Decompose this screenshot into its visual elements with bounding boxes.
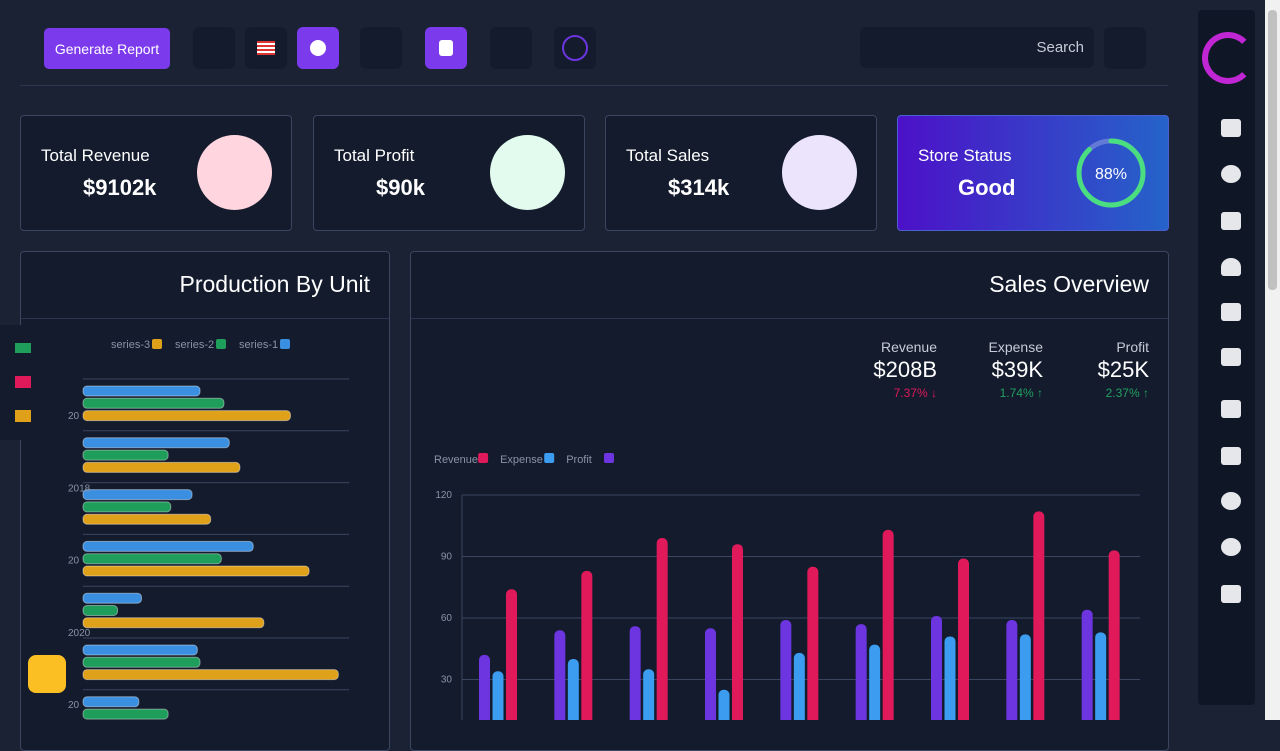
- kpi-change: 1.74% ↑: [999, 386, 1043, 400]
- kpi-value: $208B: [873, 357, 937, 382]
- header-divider: [20, 85, 1168, 86]
- kpi-value: $39K: [991, 357, 1043, 382]
- kpi-label: Profit: [1116, 339, 1149, 355]
- card-title: Total Sales: [626, 146, 710, 165]
- sales-card: Total Sales $314k: [605, 115, 877, 231]
- panel-title: Sales Overview: [989, 271, 1149, 297]
- panel-title: Production By Unit: [179, 271, 370, 297]
- sidebar-icon[interactable]: [1221, 538, 1241, 556]
- logo: [1202, 32, 1254, 84]
- profit-card: Total Profit $90k: [313, 115, 585, 231]
- kpi-value: $25K: [1097, 357, 1149, 382]
- kpi-change-text: 7.37%: [893, 386, 928, 400]
- card-icon: [197, 135, 272, 210]
- kpi-change: 7.37% ↓: [893, 386, 937, 400]
- sidebar-icon[interactable]: [1221, 447, 1241, 465]
- kpi-label: Expense: [988, 339, 1043, 355]
- card-title: Total Revenue: [41, 146, 150, 165]
- sales-panel: Sales Overview: [410, 251, 1169, 751]
- generate-report-button[interactable]: Generate Report: [44, 28, 170, 69]
- card-icon: [490, 135, 565, 210]
- revenue-card: Total Revenue $9102k: [20, 115, 292, 231]
- menu-icon[interactable]: [1104, 27, 1146, 69]
- chat-icon[interactable]: [297, 27, 339, 69]
- float-icon[interactable]: [15, 343, 31, 353]
- sidebar-icon[interactable]: [1221, 585, 1241, 603]
- kpi: Revenue $208B 7.37% ↓: [847, 339, 937, 400]
- kpi: Expense $39K 1.74% ↑: [953, 339, 1043, 400]
- search-box[interactable]: Search: [860, 27, 1094, 68]
- apps-icon[interactable]: [490, 27, 532, 69]
- sidebar-icon[interactable]: [1221, 400, 1241, 418]
- float-icon[interactable]: [15, 410, 31, 422]
- store-status-card: Store Status Good: [897, 115, 1169, 231]
- sidebar-icon[interactable]: [1221, 165, 1241, 183]
- language-icon[interactable]: [245, 27, 287, 69]
- float-icon[interactable]: [15, 376, 31, 388]
- card-title: Store Status: [918, 146, 1012, 165]
- production-panel: Production By Unit: [20, 251, 390, 751]
- sidebar-icon[interactable]: [1221, 212, 1241, 230]
- sidebar-icon[interactable]: [1221, 348, 1241, 366]
- kpi-change-text: 1.74%: [999, 386, 1034, 400]
- kpi: Profit $25K 2.37% ↑: [1059, 339, 1149, 400]
- card-value: $9102k: [83, 175, 157, 200]
- card-value: Good: [958, 175, 1016, 200]
- cart-icon[interactable]: [360, 27, 402, 69]
- card-value: $90k: [376, 175, 425, 200]
- sidebar-icon[interactable]: [1221, 258, 1241, 276]
- kpi-label: Revenue: [880, 339, 937, 355]
- fullscreen-icon[interactable]: [193, 27, 235, 69]
- kpi-change-text: 2.37%: [1105, 386, 1140, 400]
- card-title: Total Profit: [334, 146, 415, 165]
- sidebar-icon[interactable]: [1221, 303, 1241, 321]
- dashboard: Generate Report Search Total Revenue $910…: [15, 0, 1280, 751]
- scrollbar: [1265, 0, 1280, 720]
- sidebar-icon[interactable]: [1221, 119, 1241, 137]
- kpi-change: 2.37% ↑: [1105, 386, 1149, 400]
- notification-icon[interactable]: [554, 27, 596, 69]
- notes-icon[interactable]: [425, 27, 467, 69]
- card-value: $314k: [668, 175, 730, 200]
- sidebar-icon[interactable]: [1221, 492, 1241, 510]
- chat-fab[interactable]: [28, 655, 66, 693]
- card-icon: [782, 135, 857, 210]
